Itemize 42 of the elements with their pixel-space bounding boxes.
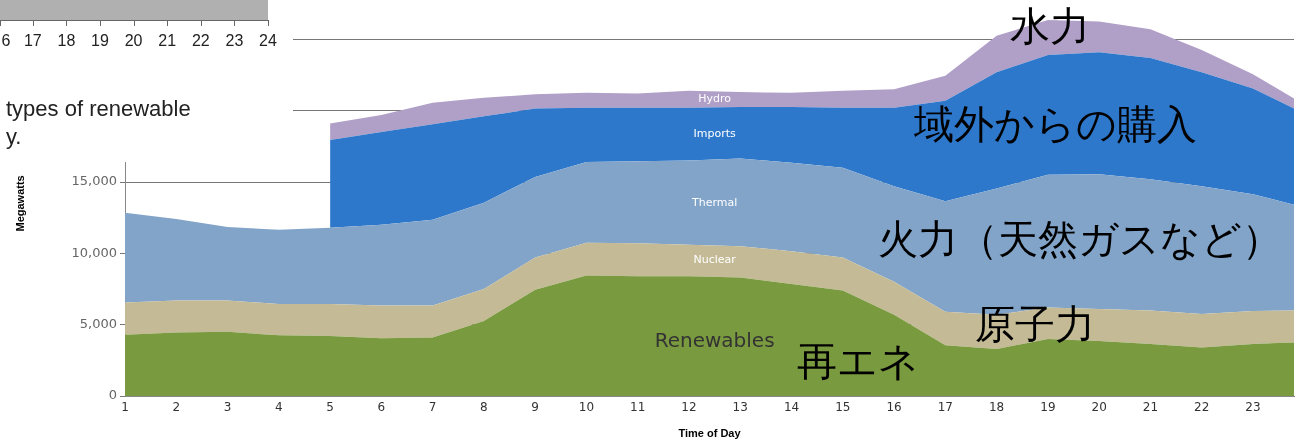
x-tick-label: 21 [1142,400,1159,415]
series-label: Renewables [654,328,775,353]
y-tick-label: 10,000 [71,244,117,260]
annotation: 域外からの購入 [912,101,1197,148]
y-axis-title: Megawatts [13,175,26,232]
annotation: types of renewable [6,96,191,122]
x-tick-label: 13 [732,400,748,415]
x-tick-label: 1 [121,400,129,415]
x-tick-label: 15 [835,400,851,415]
annotation: 再エネ [797,338,919,385]
x-tick-label: 6 [377,400,386,415]
series-label: Imports [693,127,737,141]
x-tick-label: 7 [428,400,437,415]
x-tick-label: 10 [578,400,595,415]
y-tick-label: 5,000 [79,316,117,332]
x-tick-label: 8 [480,400,488,415]
x-tick-label: 14 [783,400,800,415]
series-label: Thermal [690,195,738,209]
text: y. [6,124,22,150]
x-tick-label: 16 [886,400,902,415]
x-tick-label: 19 [1040,400,1056,415]
annotation: 水力 [1010,3,1090,50]
series-label: Nuclear [693,253,737,267]
x-tick-label: 20 [1091,400,1107,415]
x-tick-label: 11 [630,400,646,415]
x-tick-label: 23 [1245,400,1261,415]
x-tick-label: 5 [326,400,334,415]
x-tick-label: 2 [172,400,181,415]
x-axis-title: Time of Day [678,427,742,440]
text: 6 17 18 19 20 21 22 23 24 [1,32,277,49]
y-tick-label: 0 [108,387,117,403]
annotation: 火力（天然ガスなど） [878,216,1282,263]
annotation: 原子力 [975,301,1095,348]
x-tick-label: 22 [1194,400,1210,415]
x-tick-label: 18 [988,400,1005,415]
series-label: Hydro [698,92,732,106]
x-tick-label: 4 [275,400,283,415]
x-tick-label: 17 [937,400,953,415]
x-tick-label: 12 [681,400,697,415]
x-tick-label: 9 [531,400,539,415]
x-tick-label: 3 [223,400,232,415]
y-tick-label: 15,000 [71,173,117,189]
